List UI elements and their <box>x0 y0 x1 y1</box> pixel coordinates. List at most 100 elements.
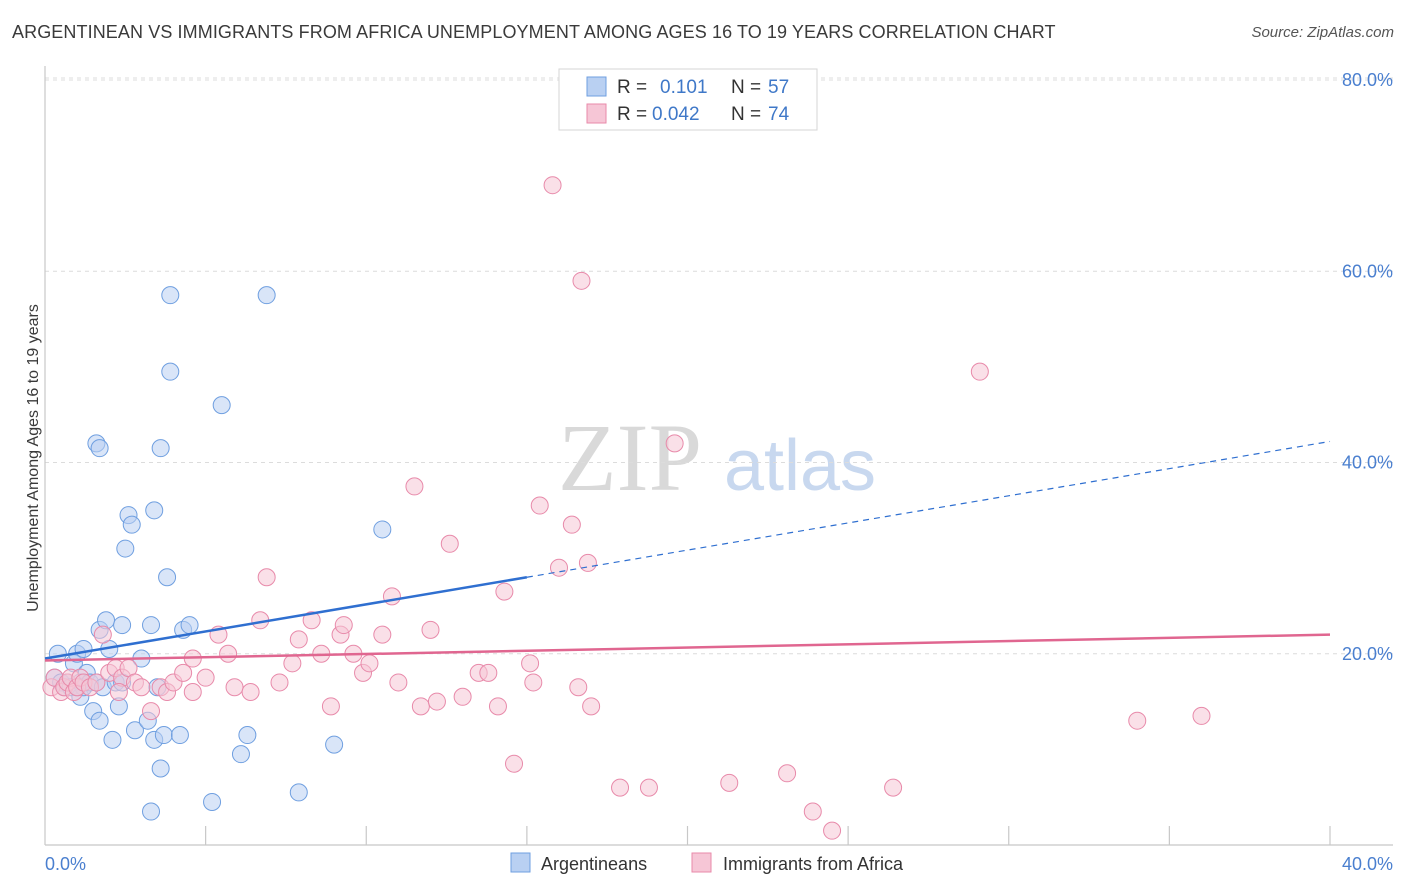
point-africa-48 <box>421 620 440 639</box>
point-africa-45 <box>389 673 408 692</box>
point-argentineans-27 <box>125 721 144 740</box>
series-legend-label-immigrants: Immigrants from Africa <box>723 854 904 874</box>
gridlines <box>45 77 1393 655</box>
point-argentineans-33 <box>154 726 173 745</box>
point-africa-56 <box>505 754 524 773</box>
point-argentineans-45 <box>373 520 392 539</box>
point-africa-46 <box>405 477 424 496</box>
point-africa-54 <box>488 697 507 716</box>
series-legend-swatch-pink <box>691 852 712 873</box>
series-legend-swatch-blue <box>510 852 531 873</box>
point-argentineans-11 <box>74 639 93 658</box>
point-africa-28 <box>225 678 244 697</box>
point-africa-34 <box>289 630 308 649</box>
legend-r-value-2: 0.042 <box>652 104 700 125</box>
point-argentineans-41 <box>238 726 257 745</box>
point-africa-64 <box>578 553 597 572</box>
point-africa-71 <box>803 802 822 821</box>
trend-line-argentineans-projection <box>526 440 1331 578</box>
point-africa-19 <box>142 702 161 721</box>
series-legend-label-argentineans: Argentineans <box>541 854 647 874</box>
y-tick-label-60: 60.0% <box>1342 261 1393 281</box>
point-argentineans-50 <box>151 439 170 458</box>
point-argentineans-32 <box>151 759 170 778</box>
point-argentineans-40 <box>231 745 250 764</box>
point-africa-74 <box>970 362 989 381</box>
point-argentineans-21 <box>103 730 122 749</box>
point-africa-72 <box>823 821 842 840</box>
point-argentineans-34 <box>158 568 177 587</box>
point-argentineans-42 <box>257 286 276 305</box>
point-africa-25 <box>196 668 215 687</box>
point-africa-50 <box>440 534 459 553</box>
point-africa-51 <box>453 687 472 706</box>
x-ticks <box>205 826 1331 845</box>
point-africa-58 <box>524 673 543 692</box>
point-africa-77 <box>569 678 588 697</box>
point-argentineans-26 <box>122 515 141 534</box>
point-africa-57 <box>521 654 540 673</box>
point-africa-43 <box>373 625 392 644</box>
y-tick-label-20: 20.0% <box>1342 644 1393 664</box>
watermark-atlas: atlas <box>724 426 876 506</box>
point-africa-67 <box>639 778 658 797</box>
series-legend: Argentineans Immigrants from Africa <box>510 852 904 874</box>
legend-n-value-2: 74 <box>768 104 790 125</box>
point-argentineans-37 <box>180 616 199 635</box>
point-africa-11 <box>87 673 106 692</box>
point-africa-18 <box>132 678 151 697</box>
point-africa-23 <box>174 663 193 682</box>
legend-swatch-pink <box>586 103 607 124</box>
point-africa-24 <box>183 683 202 701</box>
point-africa-70 <box>778 764 797 783</box>
point-africa-63 <box>572 271 591 290</box>
point-argentineans-43 <box>289 783 308 802</box>
legend-r-label-2: R = <box>617 104 647 125</box>
watermark: ZIP atlas <box>558 404 876 511</box>
point-argentineans-53 <box>142 802 161 821</box>
trend-line-argentineans <box>44 576 528 660</box>
point-africa-73 <box>884 778 903 797</box>
point-africa-32 <box>270 673 289 692</box>
x-tick-label-min: 0.0% <box>45 854 86 874</box>
point-argentineans-47 <box>161 362 180 381</box>
watermark-zip: ZIP <box>558 404 702 511</box>
legend-n-label-1: N = <box>731 77 761 98</box>
point-argentineans-39 <box>212 396 231 415</box>
point-africa-44 <box>382 587 401 606</box>
point-africa-62 <box>562 515 581 534</box>
point-africa-79 <box>109 683 128 701</box>
point-africa-60 <box>543 176 562 195</box>
correlation-legend: R = 0.101 N = 57 R = 0.042 N = 74 <box>558 68 818 131</box>
point-argentineans-52 <box>145 501 164 520</box>
point-argentineans-35 <box>170 726 189 745</box>
point-argentineans-46 <box>161 286 180 305</box>
point-africa-69 <box>720 773 739 792</box>
trend-lines <box>44 440 1331 662</box>
source-label: Source: ZipAtlas.com <box>1251 24 1394 41</box>
point-africa-35 <box>302 611 321 630</box>
legend-swatch-blue <box>586 76 607 97</box>
point-africa-33 <box>283 654 302 673</box>
point-argentineans-44 <box>325 735 344 754</box>
point-africa-27 <box>219 644 238 663</box>
point-argentineans-49 <box>90 439 109 458</box>
point-africa-76 <box>1192 706 1211 725</box>
point-africa-75 <box>1128 711 1147 730</box>
point-africa-39 <box>334 616 353 635</box>
point-argentineans-16 <box>90 711 109 730</box>
point-africa-68 <box>665 434 684 453</box>
point-africa-37 <box>321 697 340 716</box>
y-tick-label-40: 40.0% <box>1342 453 1393 473</box>
legend-r-label-1: R = <box>617 77 647 98</box>
point-africa-47 <box>411 697 430 716</box>
legend-r-value-1: 0.101 <box>660 77 708 98</box>
point-africa-53 <box>479 663 498 682</box>
point-africa-12 <box>93 625 112 644</box>
point-africa-49 <box>427 692 446 711</box>
point-argentineans-38 <box>203 792 222 811</box>
point-africa-42 <box>360 654 379 673</box>
y-tick-label-80: 80.0% <box>1342 70 1393 90</box>
point-africa-29 <box>241 683 260 701</box>
